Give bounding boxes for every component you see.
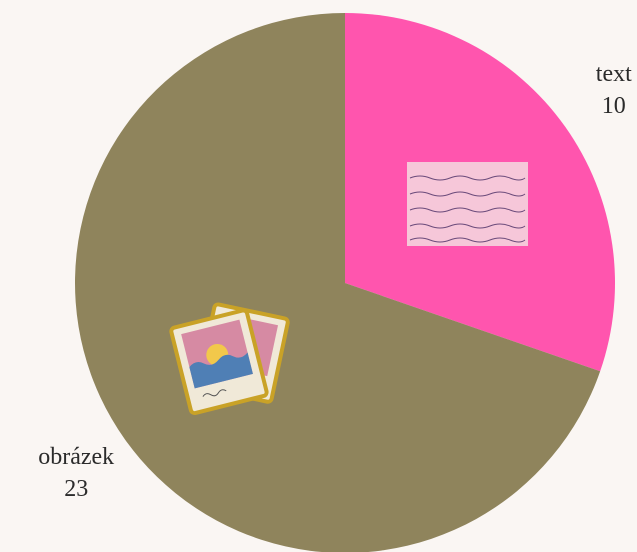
text-icon xyxy=(407,162,528,246)
text-card xyxy=(407,162,528,246)
image-icon xyxy=(169,302,290,416)
labels: text 10 obrázek 23 xyxy=(38,61,632,502)
slice-label: text xyxy=(596,61,632,87)
slice-value: 23 xyxy=(64,476,88,502)
handwriting xyxy=(409,175,526,243)
slice-value: 10 xyxy=(602,93,626,119)
pie-slice xyxy=(75,13,601,552)
slices xyxy=(75,13,615,552)
slice-label: obrázek xyxy=(38,444,114,470)
